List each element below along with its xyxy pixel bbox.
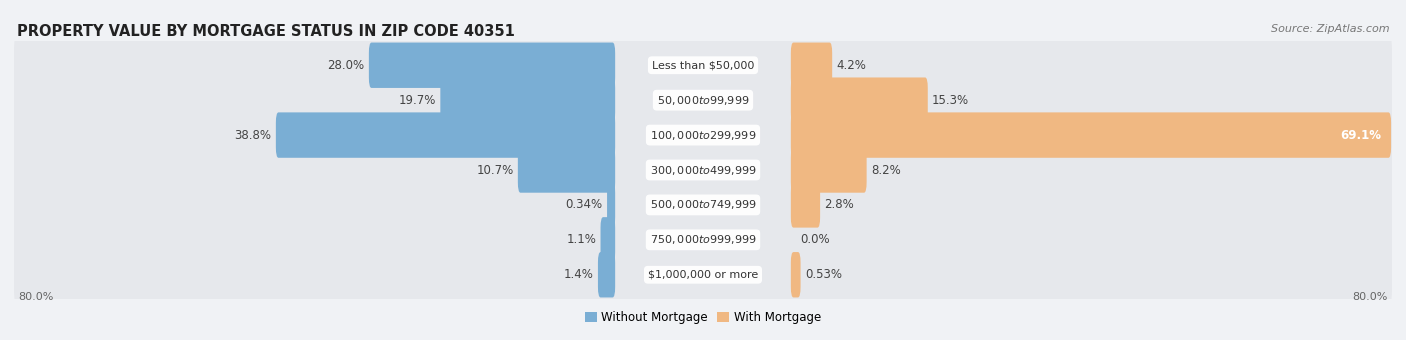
- Text: 0.34%: 0.34%: [565, 199, 603, 211]
- Text: $500,000 to $749,999: $500,000 to $749,999: [650, 199, 756, 211]
- Text: 80.0%: 80.0%: [1353, 292, 1388, 303]
- Text: 19.7%: 19.7%: [399, 94, 436, 107]
- FancyBboxPatch shape: [517, 147, 616, 193]
- FancyBboxPatch shape: [14, 242, 1392, 308]
- Text: 69.1%: 69.1%: [1340, 129, 1382, 141]
- Text: $1,000,000 or more: $1,000,000 or more: [648, 270, 758, 280]
- Text: 1.4%: 1.4%: [564, 268, 593, 281]
- Text: 10.7%: 10.7%: [477, 164, 513, 176]
- Text: 15.3%: 15.3%: [932, 94, 969, 107]
- FancyBboxPatch shape: [14, 172, 1392, 238]
- FancyBboxPatch shape: [600, 217, 616, 262]
- Text: 0.0%: 0.0%: [800, 233, 830, 246]
- FancyBboxPatch shape: [14, 32, 1392, 98]
- FancyBboxPatch shape: [598, 252, 616, 298]
- FancyBboxPatch shape: [790, 113, 1391, 158]
- Text: Source: ZipAtlas.com: Source: ZipAtlas.com: [1271, 24, 1389, 34]
- Text: $50,000 to $99,999: $50,000 to $99,999: [657, 94, 749, 107]
- FancyBboxPatch shape: [790, 78, 928, 123]
- Text: 0.53%: 0.53%: [804, 268, 842, 281]
- FancyBboxPatch shape: [607, 182, 616, 227]
- Text: 28.0%: 28.0%: [328, 59, 364, 72]
- FancyBboxPatch shape: [790, 182, 820, 227]
- Text: 1.1%: 1.1%: [567, 233, 596, 246]
- Text: 2.8%: 2.8%: [824, 199, 855, 211]
- FancyBboxPatch shape: [790, 42, 832, 88]
- Text: 38.8%: 38.8%: [235, 129, 271, 141]
- Text: 4.2%: 4.2%: [837, 59, 866, 72]
- FancyBboxPatch shape: [368, 42, 616, 88]
- FancyBboxPatch shape: [14, 67, 1392, 133]
- Text: Less than $50,000: Less than $50,000: [652, 60, 754, 70]
- Text: $300,000 to $499,999: $300,000 to $499,999: [650, 164, 756, 176]
- Text: PROPERTY VALUE BY MORTGAGE STATUS IN ZIP CODE 40351: PROPERTY VALUE BY MORTGAGE STATUS IN ZIP…: [17, 24, 515, 39]
- Text: $750,000 to $999,999: $750,000 to $999,999: [650, 233, 756, 246]
- Text: $100,000 to $299,999: $100,000 to $299,999: [650, 129, 756, 141]
- FancyBboxPatch shape: [14, 137, 1392, 203]
- FancyBboxPatch shape: [790, 252, 800, 298]
- FancyBboxPatch shape: [14, 207, 1392, 273]
- FancyBboxPatch shape: [276, 113, 616, 158]
- Text: 8.2%: 8.2%: [870, 164, 901, 176]
- FancyBboxPatch shape: [14, 102, 1392, 168]
- FancyBboxPatch shape: [790, 147, 866, 193]
- FancyBboxPatch shape: [440, 78, 616, 123]
- Text: 80.0%: 80.0%: [18, 292, 53, 303]
- Legend: Without Mortgage, With Mortgage: Without Mortgage, With Mortgage: [585, 311, 821, 324]
